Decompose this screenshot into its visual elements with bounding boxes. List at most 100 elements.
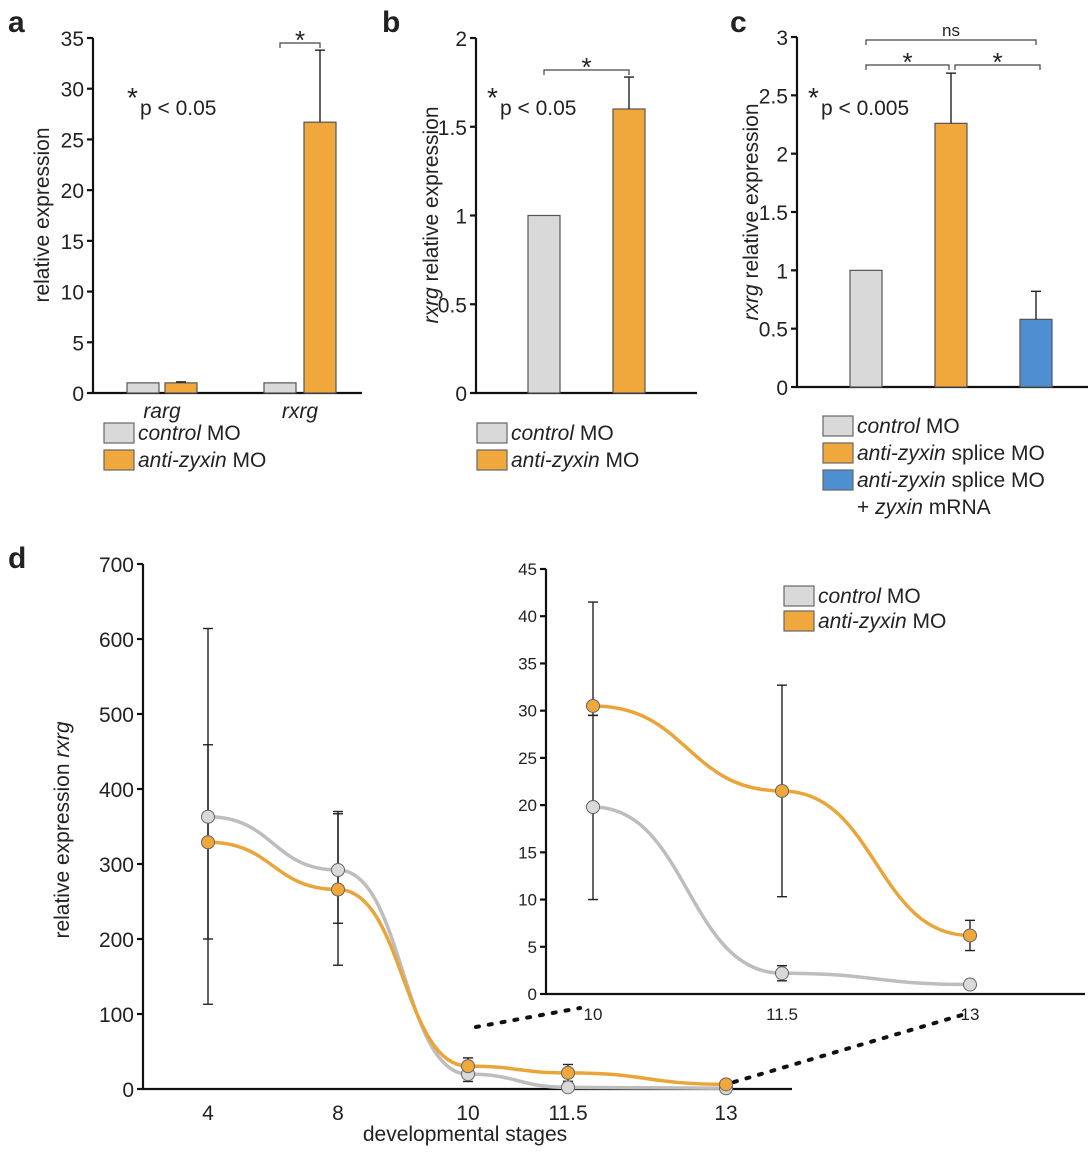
panel-d-point-anti (461, 1059, 475, 1074)
panel-b-y-tick-label: 1.5 (438, 117, 467, 140)
panel-a-y-tick-label: 15 (61, 231, 84, 254)
panel-a-legend-anti-label: anti-zyxin MO (138, 449, 266, 472)
inset-legend-anti-label: anti-zyxin MO (818, 610, 946, 633)
panel-d-point-control (561, 1080, 575, 1095)
inset-x-tick-label: 13 (961, 1005, 980, 1024)
panel-a-bar-rxrg-control (263, 382, 297, 394)
panel-a-x-tick-label: rxrg (282, 400, 318, 423)
inset-y-tick-label: 35 (518, 654, 537, 673)
panel-b-y-tick-label: 0.5 (438, 294, 467, 317)
inset-line-control (592, 805, 971, 987)
panel-d-y-tick-label: 700 (99, 554, 134, 577)
panel-a-y-tick-label: 10 (61, 282, 84, 305)
inset-y-tick-label: 45 (518, 560, 537, 579)
panel-d-x-tick-label: 4 (202, 1102, 214, 1125)
panel-b-legend-control-label: control MO (511, 422, 614, 445)
panel-d-zoom-connector-right (732, 1013, 964, 1084)
panel-a-bar-rarg-anti (164, 382, 198, 394)
panel-b-legend-anti-swatch (476, 449, 508, 471)
panel-a-bar-rarg-control (126, 382, 160, 394)
panel-c-legend-rescue-line2: + zyxin mRNA (857, 496, 991, 519)
inset-y-tick-label: 10 (518, 891, 537, 910)
inset-y-tick-label: 25 (518, 749, 537, 768)
inset-point-control (963, 977, 977, 992)
panel-c-y-tick-label: 2.5 (759, 85, 788, 108)
panel-c-sig-bracket-ns (865, 39, 1037, 45)
panel-d-y-label: relative expression rxrg (51, 721, 74, 938)
panel-c-y-label: rxrg relative expression (740, 103, 763, 320)
inset-point-control (586, 800, 600, 814)
panel-d-y-tick-label: 600 (99, 629, 134, 652)
panel-a-y-tick-label: 0 (72, 383, 84, 406)
inset-y-tick-label: 20 (518, 796, 537, 815)
panel-b-pvalue-star: * (487, 82, 498, 113)
inset-y-tick-label: 40 (518, 607, 537, 626)
panel-a-y-tick-label: 5 (72, 332, 84, 355)
panel-a-legend-control-swatch (103, 422, 135, 444)
panel-b-sig-bracket-mark: * (581, 52, 591, 82)
panel-c-legend-anti-splice-label: anti-zyxin splice MO (857, 442, 1045, 465)
panel-c-sig-bracket-ns-mark: ns (942, 21, 960, 40)
inset-legend-control-swatch (783, 585, 815, 607)
panel-c-y-tick-label: 0 (776, 377, 788, 400)
panel-b-y-tick-label: 2 (455, 28, 467, 51)
panel-b-y-tick-label: 0 (455, 383, 467, 406)
panel-b-legend-anti-label: anti-zyxin MO (511, 449, 639, 472)
panel-c-y-tick-label: 0.5 (759, 319, 788, 342)
panel-c-sig-bracket-1-mark: * (902, 47, 912, 77)
panel-b-legend-control-swatch (476, 422, 508, 444)
inset-point-anti (586, 698, 600, 713)
panel-b-sig-bracket (543, 69, 630, 75)
panel-c-legend-rescue-swatch (822, 469, 854, 491)
panel-d-y-tick-label: 200 (99, 929, 134, 952)
panel-a-pvalue-text: p < 0.05 (140, 97, 216, 120)
panel-label-a: a (8, 6, 25, 39)
inset-legend-control-label: control MO (818, 585, 921, 608)
panel-d-point-anti (201, 835, 215, 850)
inset-y-tick-label: 5 (528, 938, 537, 957)
panel-d-y-tick-label: 100 (99, 1004, 134, 1027)
panel-d-line-control (207, 815, 727, 1090)
panel-a-y-label: relative expression (31, 127, 54, 302)
panel-a-legend-anti-swatch (103, 449, 135, 471)
panel-b-bar-anti (612, 108, 646, 394)
inset-x-tick-label: 10 (584, 1005, 603, 1024)
inset-y-tick-label: 15 (518, 843, 537, 862)
panel-c-sig-bracket-1 (865, 64, 950, 70)
panel-c-y-tick-label: 1.5 (759, 202, 788, 225)
panel-a-pvalue-star: * (127, 82, 138, 113)
panel-d-x-tick-label: 10 (456, 1102, 479, 1125)
panel-b-y-tick-label: 1 (455, 206, 467, 229)
panel-c-y-tick-label: 1 (776, 260, 788, 283)
panel-a-y-tick-label: 30 (61, 79, 84, 102)
panel-d-y-tick-label: 0 (122, 1079, 134, 1102)
panel-a-y-tick-label: 25 (61, 129, 84, 152)
panel-b-y-label: rxrg relative expression (420, 106, 443, 323)
inset-legend-anti-swatch (783, 610, 815, 632)
panel-a-y-tick-label: 35 (61, 28, 84, 51)
panel-d-x-tick-label: 8 (332, 1102, 344, 1125)
panel-d-zoom-connector-left (474, 1006, 582, 1029)
inset-x-tick-label: 11.5 (766, 1005, 798, 1024)
panel-a-sig-bracket-mark: * (295, 25, 305, 55)
panel-label-d: d (8, 542, 26, 575)
panel-d-x-tick-label: 13 (714, 1102, 737, 1125)
panel-d-point-control (201, 809, 215, 824)
panel-a-bar-rxrg-anti (303, 121, 337, 394)
panel-c-sig-bracket-2 (954, 64, 1041, 70)
panel-d-point-anti (561, 1065, 575, 1080)
panel-d-point-anti (331, 882, 345, 897)
panel-d-inset-chart: 0 5 10 15 20 25 30 35 40 45 10 11.5 13 control MOanti… (518, 560, 1085, 1024)
panel-a-legend-control-label: control MO (138, 422, 241, 445)
inset-point-anti (963, 928, 977, 943)
panel-d-y-tick-label: 300 (99, 854, 134, 877)
panel-d-point-control (331, 863, 345, 877)
panel-label-b: b (382, 6, 400, 39)
panel-d-y-tick-label: 400 (99, 779, 134, 802)
panel-c-bar-control (849, 269, 883, 388)
panel-d-x-tick-label: 11.5 (548, 1102, 587, 1125)
panel-a-y-tick-label: 20 (61, 180, 84, 203)
panel-b-chart: 0 0.5 1 1.5 2 * * p < 0.05 rxrg relative express… (420, 28, 697, 472)
panel-d-y-tick-label: 500 (99, 704, 134, 727)
